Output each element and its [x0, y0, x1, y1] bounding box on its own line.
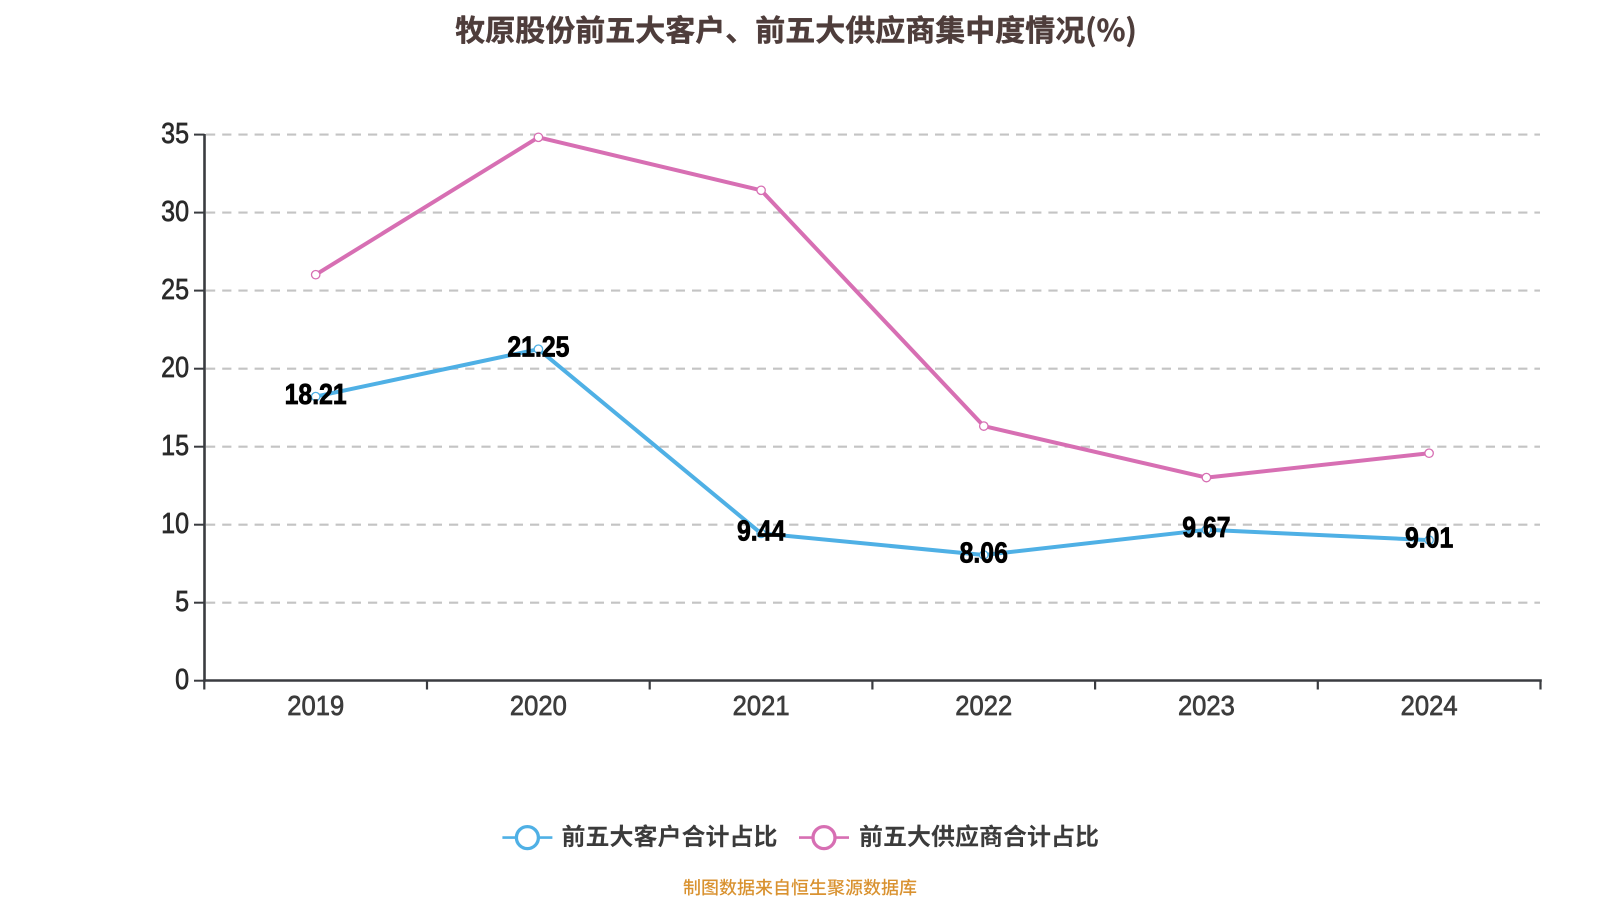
svg-text:10: 10: [161, 508, 189, 540]
svg-text:5: 5: [175, 586, 189, 618]
svg-text:18.21: 18.21: [285, 378, 347, 410]
svg-text:0: 0: [175, 664, 189, 696]
svg-text:2023: 2023: [1178, 690, 1235, 721]
svg-text:21.25: 21.25: [507, 331, 569, 363]
svg-text:2024: 2024: [1401, 690, 1458, 721]
svg-text:35: 35: [161, 117, 189, 149]
svg-text:30: 30: [161, 195, 189, 227]
svg-text:9.67: 9.67: [1182, 511, 1230, 543]
svg-text:2020: 2020: [510, 690, 567, 721]
svg-text:8.06: 8.06: [960, 537, 1008, 569]
svg-text:2022: 2022: [955, 690, 1012, 721]
svg-text:9.44: 9.44: [737, 515, 785, 547]
svg-text:2021: 2021: [733, 690, 790, 721]
svg-text:25: 25: [161, 273, 189, 305]
svg-text:20: 20: [161, 352, 189, 384]
svg-text:9.01: 9.01: [1405, 522, 1453, 554]
svg-text:2019: 2019: [287, 690, 344, 721]
svg-text:15: 15: [161, 430, 189, 462]
